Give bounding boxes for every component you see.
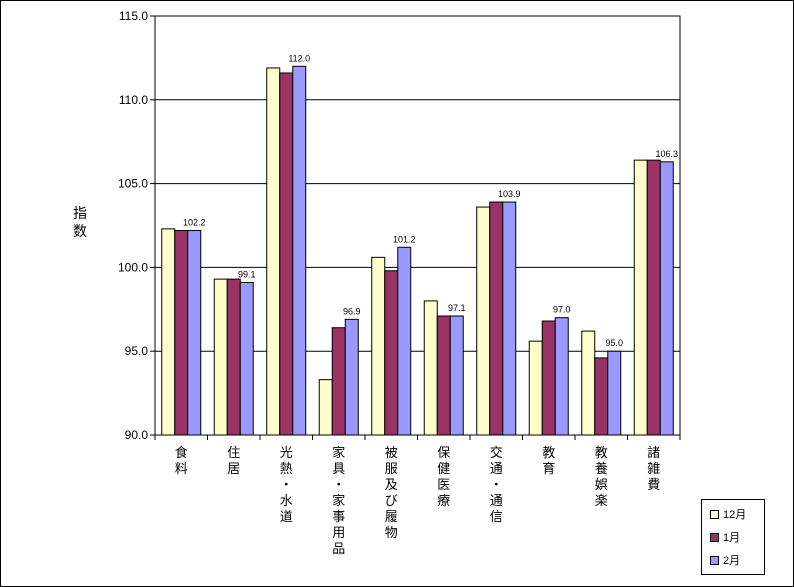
bar <box>476 206 491 436</box>
legend-swatch-2 <box>710 555 719 565</box>
category-label: 家具・家事用品 <box>332 445 345 557</box>
bar <box>633 159 648 436</box>
data-labels: 102.2 99.1 112.0 96.9 101.2 97.1 103.9 97.0 95.0… <box>183 53 678 348</box>
data-label: 99.1 <box>238 269 256 279</box>
bar <box>646 159 661 436</box>
bar <box>659 161 674 436</box>
category-label: 光熱・水道 <box>280 446 293 525</box>
legend-swatch-1 <box>710 532 719 542</box>
bar <box>384 270 399 436</box>
bar <box>292 65 307 436</box>
data-label: 101.2 <box>393 234 416 244</box>
bar <box>239 281 254 436</box>
data-label: 103.9 <box>498 189 521 199</box>
bar <box>161 228 176 436</box>
bar <box>226 278 241 436</box>
category-labels: 食料 住居 光熱・水道 家具・家事用品 被服及び履物 保健医療 交通・通信 教育 教養娯楽 諸雑費 <box>175 445 661 557</box>
bar <box>331 327 346 436</box>
legend-label-2: 2月 <box>723 555 741 567</box>
data-label: 95.0 <box>605 338 623 348</box>
category-label: 食料 <box>175 445 188 477</box>
bar <box>541 320 556 436</box>
bar <box>213 278 228 436</box>
y-tick-label: 90.0 <box>125 428 149 442</box>
legend-item-1: 1月 <box>710 530 740 544</box>
category-label: 教育 <box>542 445 555 477</box>
bar <box>489 201 504 436</box>
data-label: 97.0 <box>553 305 571 315</box>
category-label: 諸雑費 <box>647 445 660 493</box>
bar <box>371 256 386 436</box>
y-tick-label: 115.0 <box>119 9 148 23</box>
category-label: 交通・通信 <box>490 445 503 525</box>
data-label: 96.9 <box>343 306 361 316</box>
category-label: 被服及び履物 <box>385 446 398 541</box>
y-tick-label: 105.0 <box>118 177 148 191</box>
y-axis-ticks: 90.0 95.0 100.0 105.0 110.0 115.0 <box>118 9 155 442</box>
bar <box>266 67 281 436</box>
data-label: 97.1 <box>448 303 466 313</box>
data-label: 106.3 <box>655 149 678 159</box>
bar <box>449 315 464 436</box>
data-label: 112.0 <box>288 53 310 63</box>
legend-label-12: 12月 <box>723 509 747 521</box>
y-tick-label: 95.0 <box>125 344 149 358</box>
data-label: 102.2 <box>183 218 206 228</box>
bar <box>344 318 359 436</box>
y-axis-label: 指数 <box>73 206 87 240</box>
legend: 12月 1月 2月 <box>701 499 765 575</box>
bar <box>528 340 543 436</box>
bar <box>594 357 609 436</box>
legend-swatch-12 <box>710 509 719 519</box>
bar <box>502 201 517 436</box>
legend-item-12: 12月 <box>710 507 746 521</box>
category-label: 住居 <box>227 446 240 477</box>
bars <box>154 65 681 440</box>
y-tick-label: 100.0 <box>118 260 148 274</box>
y-axis-label-text: 指数 <box>73 206 87 240</box>
bar <box>554 317 569 436</box>
bar <box>174 230 189 436</box>
bar <box>423 300 438 436</box>
bar <box>318 379 333 436</box>
category-label: 教養娯楽 <box>595 445 608 509</box>
bar <box>436 315 451 436</box>
bar <box>279 72 294 436</box>
category-label: 保健医療 <box>437 446 450 509</box>
bar <box>187 230 202 436</box>
legend-label-1: 1月 <box>723 532 741 544</box>
bar <box>397 246 412 436</box>
legend-item-2: 2月 <box>710 553 740 567</box>
bar <box>581 330 596 436</box>
bar <box>607 350 622 436</box>
y-tick-label: 110.0 <box>119 93 148 107</box>
